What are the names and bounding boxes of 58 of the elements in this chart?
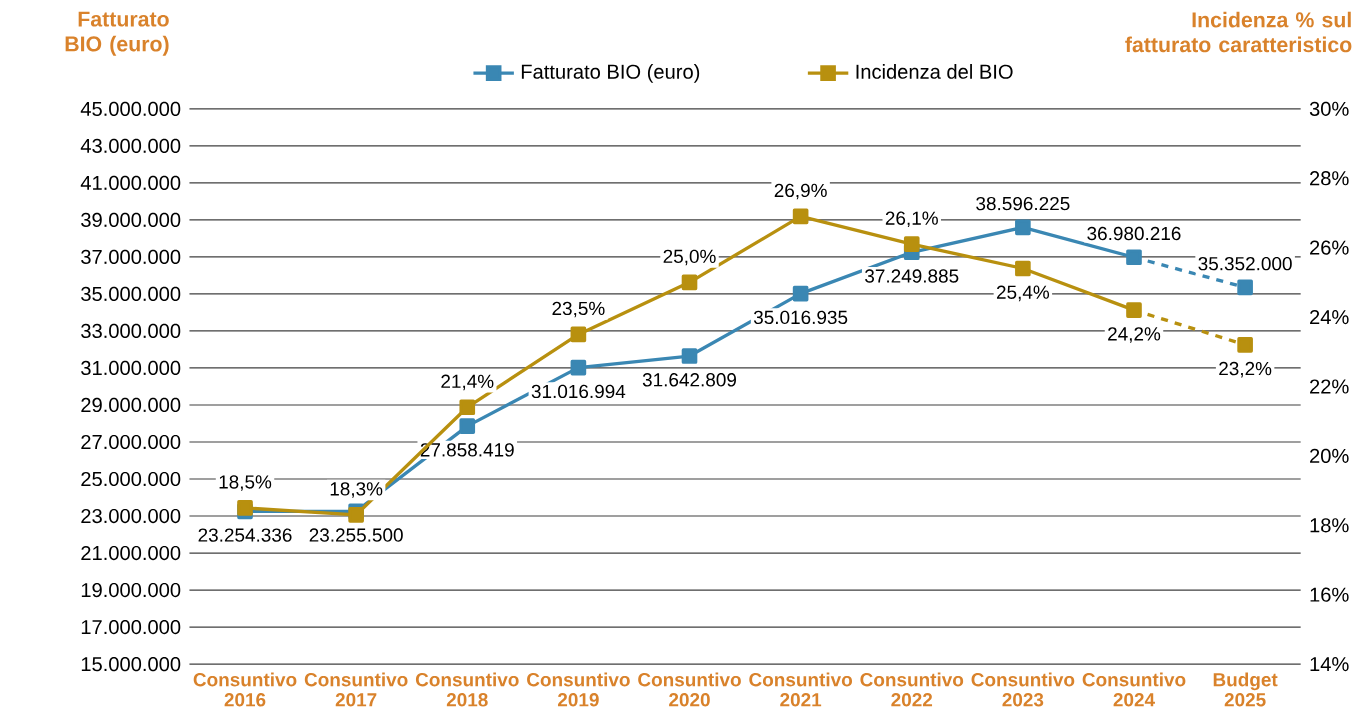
x-tick-label: Consuntivo 2023: [971, 672, 1075, 707]
data-label: 35.352.000: [1198, 256, 1292, 271]
x-tick-label: Consuntivo 2016: [193, 672, 297, 707]
x-tick-label: Consuntivo 2020: [638, 672, 741, 707]
y-tick-label: 15.000.000: [81, 656, 181, 672]
y2-tick-label: 30%: [1309, 101, 1349, 116]
y-tick-label: 43.000.000: [80, 138, 181, 153]
y-tick-label: 31.000.000: [81, 360, 181, 375]
y2-tick-label: 22%: [1310, 379, 1349, 394]
y-tick-label: 37.000.000: [81, 249, 181, 264]
y-tick-label: 29.000.000: [81, 397, 181, 412]
legend-label: Fatturato BIO (euro): [521, 63, 700, 83]
x-tick-label: Consuntivo 2022: [860, 672, 964, 707]
y-axis-title: Fatturato BIO (euro): [65, 11, 169, 56]
y2-tick-label: 20%: [1310, 448, 1349, 463]
data-label: 23.254.336: [198, 528, 292, 542]
data-label: 23.255.500: [309, 528, 403, 542]
y2-tick-label: 26%: [1310, 240, 1349, 255]
data-label: 26,9%: [774, 183, 827, 200]
y-tick-label: 19.000.000: [81, 582, 181, 598]
data-label: 23,5%: [552, 301, 605, 318]
data-label: 24,2%: [1108, 327, 1161, 343]
data-label: 18,5%: [219, 475, 272, 491]
y2-tick-label: 14%: [1310, 656, 1349, 671]
y-tick-label: 45.000.000: [80, 101, 181, 116]
data-label: 36.980.216: [1087, 226, 1181, 241]
y-tick-label: 35.000.000: [81, 286, 181, 301]
data-label: 23,2%: [1219, 361, 1272, 378]
y-tick-label: 17.000.000: [81, 619, 181, 635]
y-tick-label: 21.000.000: [81, 545, 181, 560]
data-label: 18,3%: [330, 482, 383, 498]
x-tick-label: Consuntivo 2021: [749, 672, 853, 707]
data-label: 31.642.809: [642, 372, 736, 387]
y2-axis-title: Incidenza % sul fatturato caratteristico: [1125, 11, 1352, 53]
x-tick-label: Budget 2025: [1213, 672, 1278, 707]
y-tick-label: 33.000.000: [81, 323, 181, 338]
y2-tick-label: 16%: [1310, 587, 1349, 602]
y-tick-label: 25.000.000: [81, 471, 181, 486]
data-label: 21,4%: [441, 374, 494, 391]
y-tick-label: 41.000.000: [80, 175, 181, 190]
x-tick-label: Consuntivo 2024: [1082, 672, 1186, 707]
x-tick-label: Consuntivo 2019: [527, 672, 630, 707]
data-label: 31.016.994: [531, 384, 626, 398]
y2-tick-label: 24%: [1310, 309, 1349, 324]
data-label: 37.249.885: [865, 269, 959, 283]
y-tick-label: 27.000.000: [81, 434, 181, 449]
y2-tick-label: 28%: [1310, 170, 1349, 186]
x-tick-label: Consuntivo 2017: [304, 672, 408, 707]
data-label: 26,1%: [885, 211, 938, 227]
y-tick-label: 39.000.000: [81, 212, 181, 227]
y-tick-label: 23.000.000: [81, 508, 181, 523]
y2-tick-label: 18%: [1310, 518, 1349, 533]
data-label: 25,4%: [996, 285, 1050, 301]
data-label: 25,0%: [663, 249, 716, 266]
data-label: 38.596.225: [976, 196, 1070, 211]
x-tick-label: Consuntivo 2018: [415, 672, 519, 707]
data-label: 35.016.935: [753, 310, 848, 324]
legend-label: Incidenza del BIO: [856, 63, 1013, 79]
